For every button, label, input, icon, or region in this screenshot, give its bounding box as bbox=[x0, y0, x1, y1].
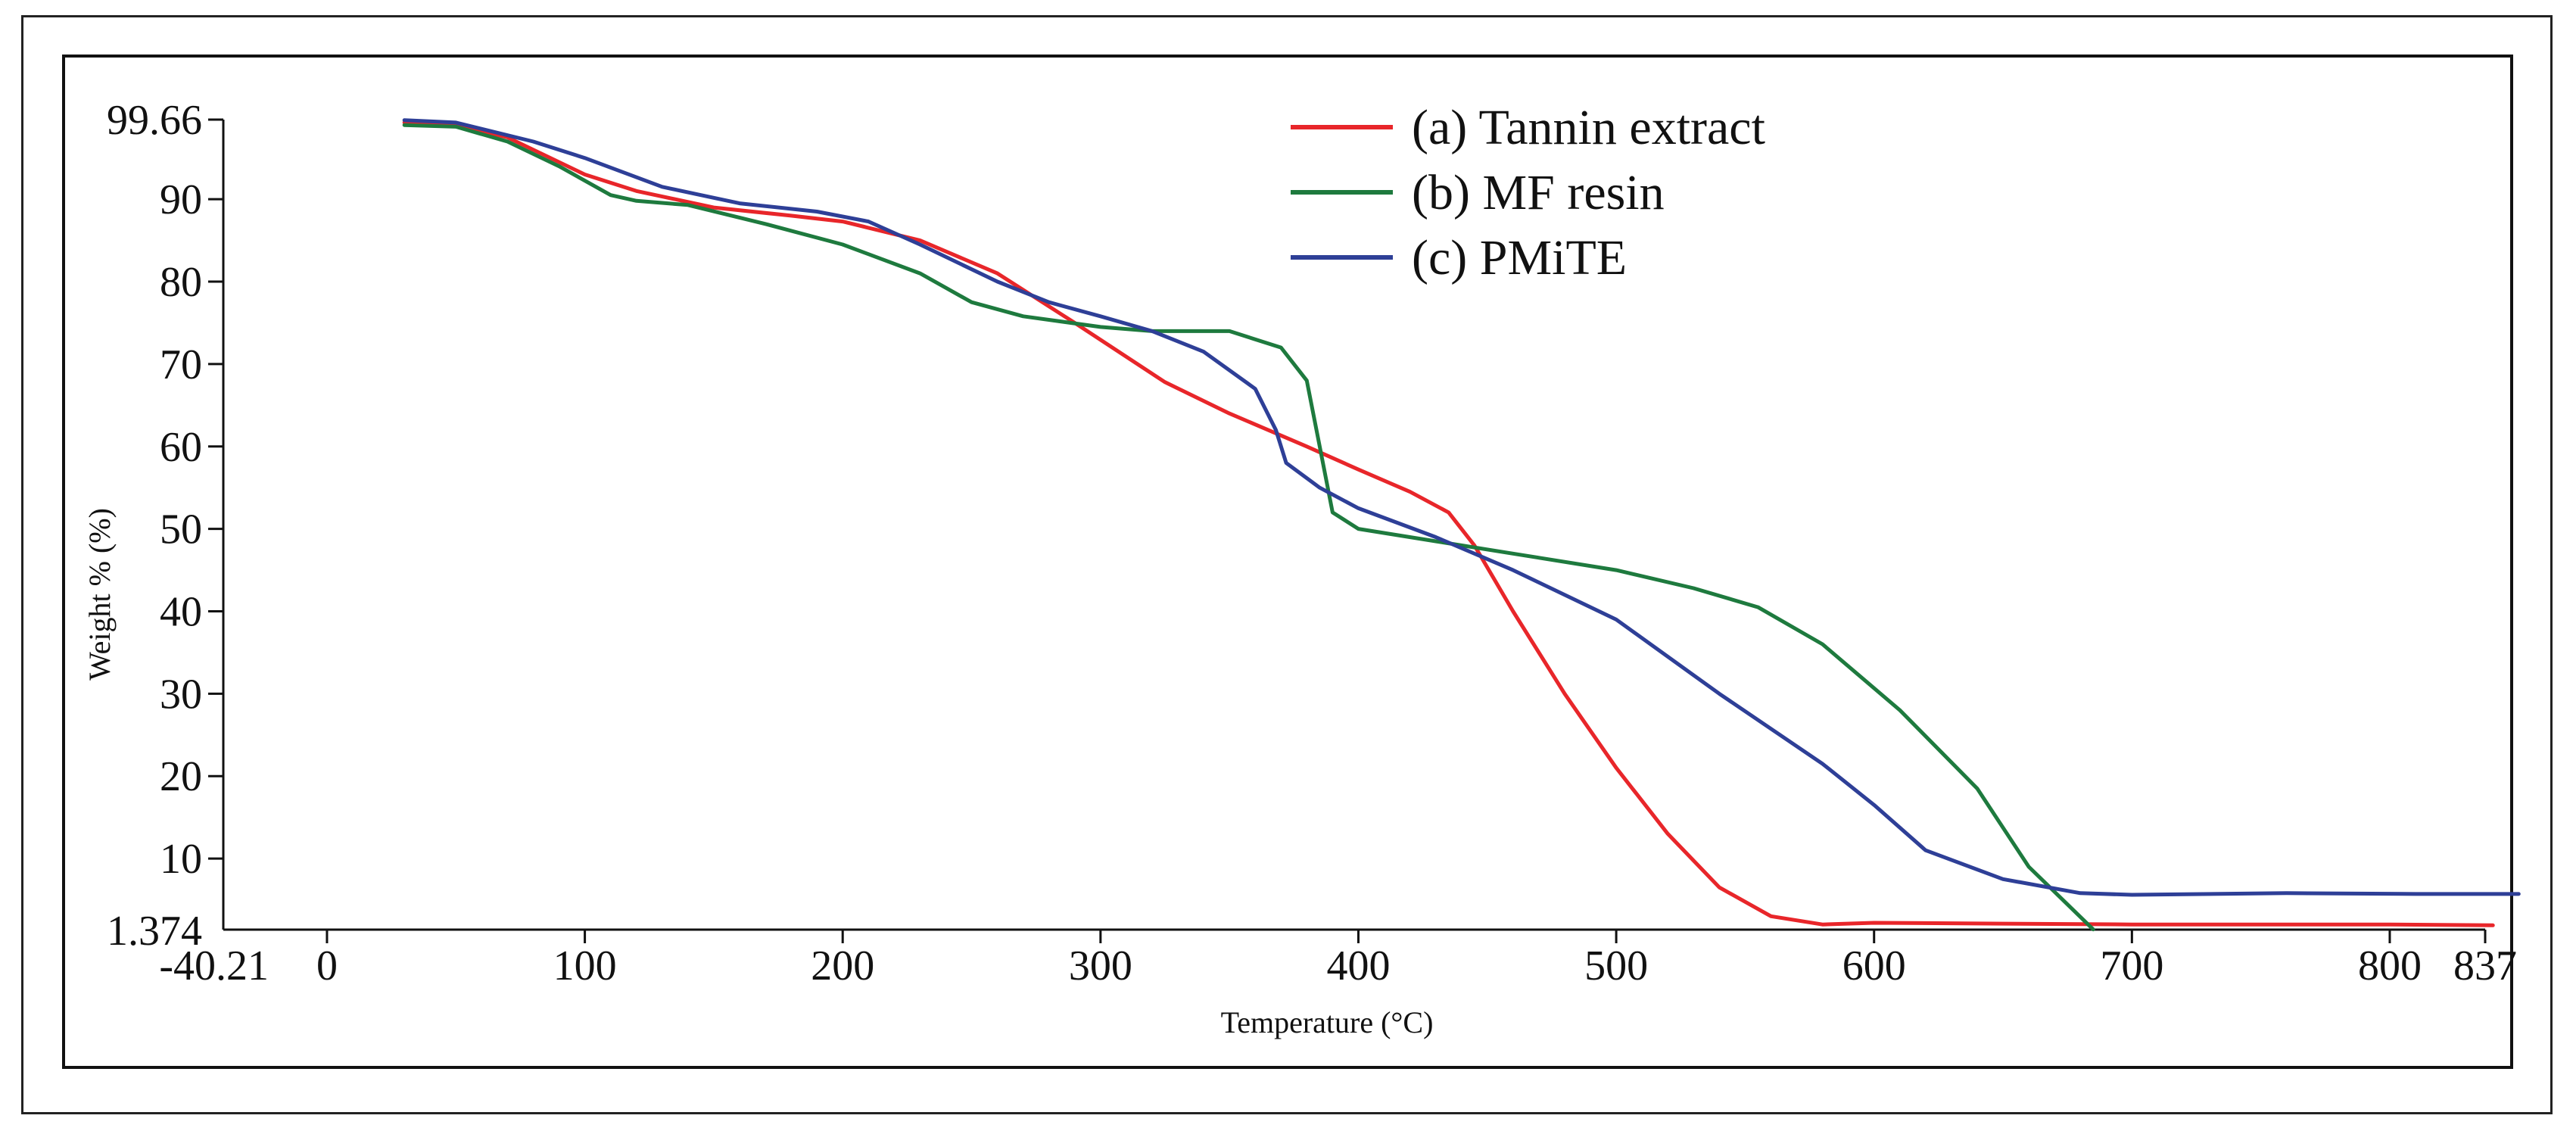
legend-label-3: (c) PMiTE bbox=[1412, 230, 1627, 285]
series-line-2 bbox=[402, 123, 2095, 932]
x-tick-label: 800 bbox=[2358, 942, 2422, 989]
y-tick-label: 40 bbox=[160, 588, 202, 635]
x-tick-label-min: -40.21 bbox=[159, 942, 269, 989]
x-tick-label: 400 bbox=[1326, 942, 1390, 989]
outer-border bbox=[21, 15, 2553, 1114]
y-tick-label: 30 bbox=[160, 671, 202, 718]
y-axis-title: Weight % (%) bbox=[83, 508, 117, 681]
x-tick-label: 100 bbox=[553, 942, 617, 989]
y-tick-label: 70 bbox=[160, 341, 202, 388]
x-tick-label: 300 bbox=[1069, 942, 1132, 989]
y-tick-label: 90 bbox=[160, 176, 202, 223]
legend-label-1: (a) Tannin extract bbox=[1412, 100, 1765, 155]
y-tick-label: 60 bbox=[160, 424, 202, 471]
series-line-3 bbox=[402, 118, 2521, 897]
x-tick-label: 200 bbox=[811, 942, 874, 989]
y-tick-label-min: 1.374 bbox=[107, 908, 202, 955]
x-tick-label: 0 bbox=[316, 942, 338, 989]
x-tick-label: 500 bbox=[1584, 942, 1648, 989]
y-tick-label: 20 bbox=[160, 753, 202, 800]
legend: (a) Tannin extract (b) MF resin (c) PMiTE bbox=[1291, 100, 1765, 285]
axes: 99.66 10 20 30 40 50 60 70 80 90 1.374-40.21 0 100 20… bbox=[107, 97, 2517, 989]
y-tick-label: 10 bbox=[160, 836, 202, 883]
x-axis-title: Temperature (°C) bbox=[1221, 1005, 1434, 1039]
y-tick-label: 80 bbox=[160, 259, 202, 306]
y-tick-label: 50 bbox=[160, 506, 202, 553]
y-tick-label-max: 99.66 bbox=[107, 97, 202, 144]
x-tick-label: 600 bbox=[1842, 942, 1906, 989]
legend-label-2: (b) MF resin bbox=[1412, 165, 1665, 220]
series-line-1 bbox=[402, 120, 2495, 927]
x-tick-label-max: 837 bbox=[2453, 942, 2517, 989]
inner-border bbox=[62, 55, 2513, 1069]
series-group bbox=[402, 118, 2521, 932]
x-tick-label: 700 bbox=[2100, 942, 2163, 989]
